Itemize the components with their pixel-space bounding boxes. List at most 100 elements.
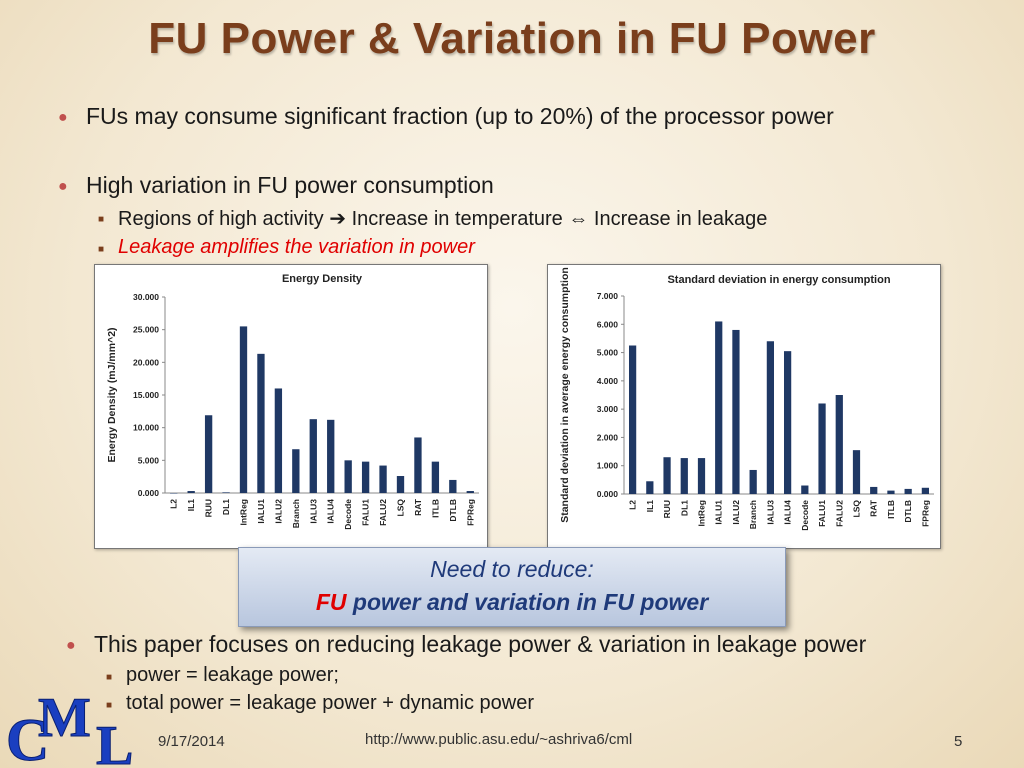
chart-bar	[466, 491, 474, 493]
chart-y-tick-label: 5.000	[597, 348, 619, 358]
chart-x-tick-label: Decode	[343, 499, 353, 530]
chart-bar	[187, 491, 195, 493]
chart-ylabel: Energy Density (mJ/mm^2)	[106, 327, 118, 462]
chart-y-tick-label: 2.000	[597, 432, 619, 442]
chart-y-tick-label: 15.000	[133, 390, 159, 400]
chart-bar	[170, 493, 178, 494]
chart-bar	[663, 457, 671, 494]
chart-x-tick-label: IALU3	[765, 500, 775, 525]
chart-bar	[887, 490, 895, 494]
arrow-right-icon: ➔	[329, 208, 346, 230]
chart-x-tick-label: L2	[169, 499, 179, 509]
chart-x-tick-label: ITLB	[886, 500, 896, 519]
chart-bar	[732, 329, 740, 494]
chart-x-tick-label: IALU1	[256, 499, 266, 524]
chart-bar	[783, 351, 792, 494]
sub-bullet-activity-c: Increase in leakage	[593, 208, 768, 230]
chart-x-tick-label: DTLB	[903, 500, 913, 523]
chart-x-tick-label: IALU1	[714, 500, 724, 525]
chart-y-tick-label: 10.000	[133, 423, 159, 433]
bullet-paper-focus: ● This paper focuses on reducing leakage…	[66, 631, 866, 658]
chart-bar	[766, 341, 775, 494]
chart-bar	[274, 388, 283, 493]
bullet-dot-icon: ●	[66, 637, 76, 654]
chart-y-tick-label: 20.000	[133, 357, 159, 367]
chart-x-tick-label: FPReg	[920, 500, 930, 527]
chart-bar	[344, 460, 352, 493]
bullet-fu-fraction: ● FUs may consume significant fraction (…	[58, 103, 834, 130]
sub-bullet-activity-b: Increase in temperature	[351, 208, 563, 230]
chart-bar	[852, 450, 861, 494]
chart-bar	[870, 486, 878, 494]
sub-bullet-power-text: power = leakage power;	[126, 664, 339, 686]
chart-y-tick-label: 25.000	[133, 325, 159, 335]
chart-bar	[292, 449, 300, 493]
chart-ylabel: Standard deviation in average energy con…	[559, 267, 571, 523]
footer-date: 9/17/2014	[158, 733, 225, 750]
std-dev-chart: Standard deviation in energy consumption…	[547, 264, 941, 549]
square-bullet-icon: ■	[98, 214, 105, 225]
chart-bar	[801, 485, 809, 494]
footer-page-number: 5	[954, 733, 963, 750]
chart-bar	[222, 492, 230, 493]
chart-bar	[680, 458, 688, 494]
energy-density-svg: Energy Density Energy Density (mJ/mm^2) 0.…	[106, 273, 479, 530]
chart-x-tick-label: RAT	[413, 498, 423, 516]
chart-x-tick-label: DTLB	[448, 499, 458, 522]
chart-y-tick-label: 1.000	[597, 461, 619, 471]
chart-x-tick-label: Decode	[800, 500, 810, 531]
sub-bullet-activity-a: Regions of high activity	[118, 208, 324, 230]
callout-fu: FU	[315, 589, 347, 615]
sub-bullet-total-power: ■ total power = leakage power + dynamic …	[106, 692, 534, 715]
sub-bullet-total-power-text: total power = leakage power + dynamic po…	[126, 692, 535, 714]
chart-x-tick-label: LSQ	[852, 500, 862, 518]
slide-title: FU Power & Variation in FU Power	[148, 14, 876, 63]
chart-bar	[449, 479, 457, 493]
chart-bar	[697, 458, 706, 494]
chart-x-tick-label: ITLB	[430, 499, 440, 518]
sub-bullet-power: ■ power = leakage power;	[106, 664, 339, 687]
sub-bullet-activity: ■ Regions of high activity ➔ Increase in…	[98, 206, 767, 231]
cml-logo: C M L	[6, 688, 134, 768]
chart-x-tick-label: RUU	[204, 499, 214, 517]
chart-bar	[431, 461, 440, 493]
chart-x-tick-label: IntReg	[697, 500, 707, 526]
chart-x-tick-label: Branch	[291, 499, 301, 528]
callout-rest: power and variation in FU power	[346, 589, 709, 615]
chart-x-tick-label: IALU3	[308, 499, 318, 524]
chart-bar	[628, 345, 637, 494]
chart-x-tick-label: RAT	[869, 499, 879, 517]
bullet-dot-icon: ●	[58, 178, 68, 195]
chart-y-tick-label: 5.000	[138, 455, 160, 465]
chart-bar	[361, 461, 370, 493]
chart-bar	[327, 419, 335, 493]
chart-x-tick-label: FALU1	[817, 500, 827, 527]
chart-bar	[239, 326, 248, 493]
chart-y-tick-label: 7.000	[597, 291, 619, 301]
chart-x-tick-label: FALU2	[834, 500, 844, 527]
chart-bar	[379, 465, 387, 493]
chart-x-tick-label: DL1	[221, 499, 231, 515]
footer-url: http://www.public.asu.edu/~ashriva6/cml	[365, 731, 633, 748]
chart-y-tick-label: 3.000	[597, 404, 619, 414]
chart-x-tick-label: IALU4	[326, 499, 336, 524]
chart-x-tick-label: RUU	[662, 500, 672, 518]
std-dev-svg: Standard deviation in energy consumption…	[559, 267, 934, 531]
chart-title: Energy Density	[282, 273, 363, 285]
bullet-high-variation-text: High variation in FU power consumption	[86, 172, 494, 198]
chart-x-tick-label: FALU2	[378, 499, 388, 526]
chart-bar	[835, 395, 843, 494]
chart-bar	[646, 481, 654, 494]
svg-text:M: M	[38, 688, 91, 749]
chart-bar	[414, 437, 422, 493]
chart-bar	[396, 476, 405, 493]
bullet-dot-icon: ●	[58, 109, 68, 126]
chart-bar	[715, 321, 723, 494]
chart-x-tick-label: Branch	[748, 500, 758, 529]
chart-y-tick-label: 4.000	[597, 376, 619, 386]
chart-y-tick-label: 0.000	[597, 489, 619, 499]
chart-bar	[309, 419, 317, 493]
chart-x-tick-label: IALU2	[273, 499, 283, 524]
chart-bar	[257, 353, 265, 493]
square-bullet-icon: ■	[98, 244, 105, 255]
